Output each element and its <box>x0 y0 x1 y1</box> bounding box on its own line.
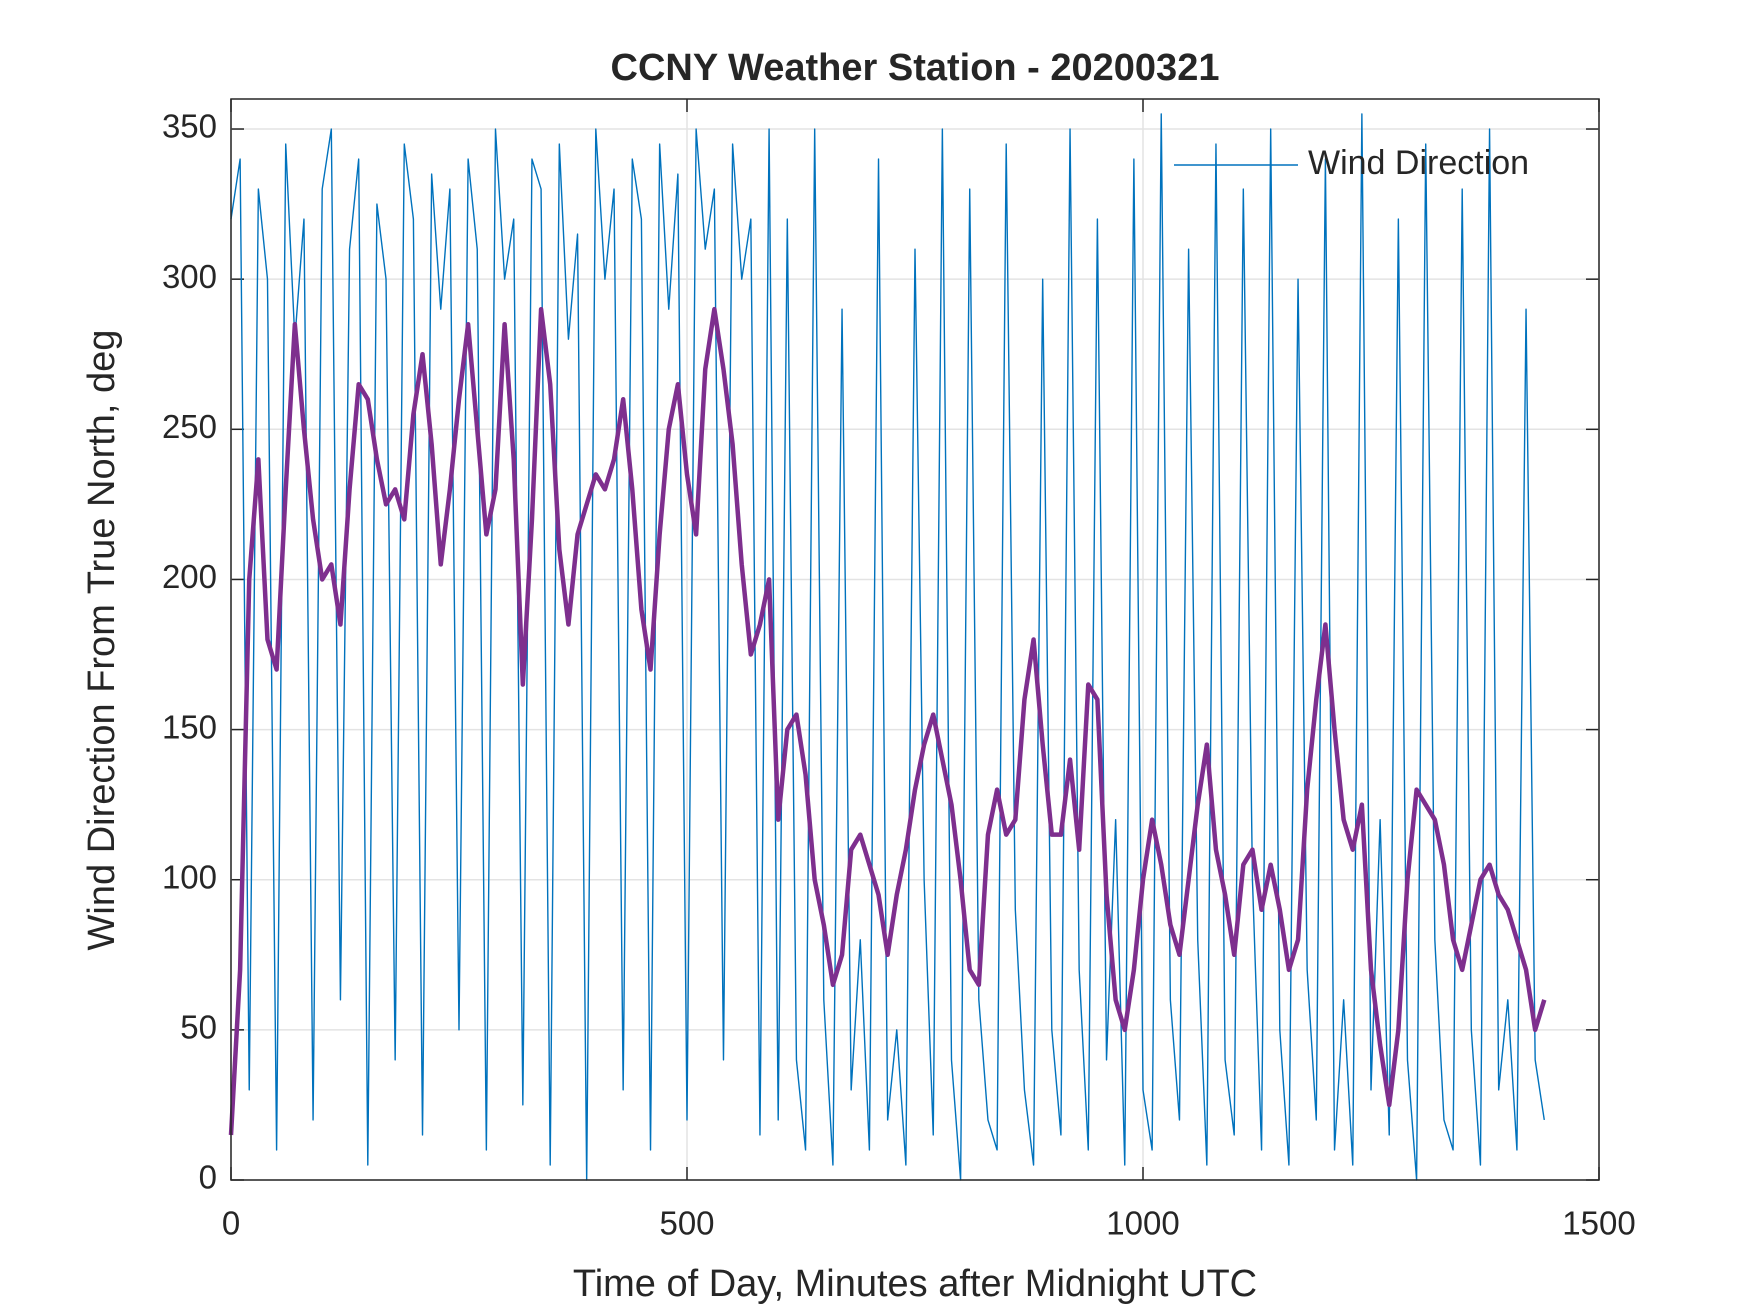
x-tick-label: 500 <box>659 1205 714 1242</box>
y-tick-label: 200 <box>162 558 217 595</box>
data-line <box>230 113 1545 1181</box>
y-axis-label: Wind Direction From True North, deg <box>81 330 123 951</box>
x-tick-label: 0 <box>222 1205 240 1242</box>
y-tick-label: 350 <box>162 108 217 145</box>
chart-title: CCNY Weather Station - 20200321 <box>611 47 1220 89</box>
x-tick-label: 1000 <box>1106 1205 1179 1242</box>
y-tick-label: 250 <box>162 408 217 445</box>
y-tick-label: 300 <box>162 258 217 295</box>
x-tick-label: 1500 <box>1562 1205 1635 1242</box>
y-tick-label: 0 <box>199 1159 217 1196</box>
plot-frame <box>230 98 1600 1181</box>
data-line <box>228 306 1547 1136</box>
y-tick-label: 50 <box>180 1009 217 1046</box>
y-tick-label: 100 <box>162 858 217 895</box>
x-axis-label: Time of Day, Minutes after Midnight UTC <box>573 1263 1257 1305</box>
legend-label: Wind Direction <box>1308 144 1529 182</box>
y-tick-label: 150 <box>162 708 217 745</box>
